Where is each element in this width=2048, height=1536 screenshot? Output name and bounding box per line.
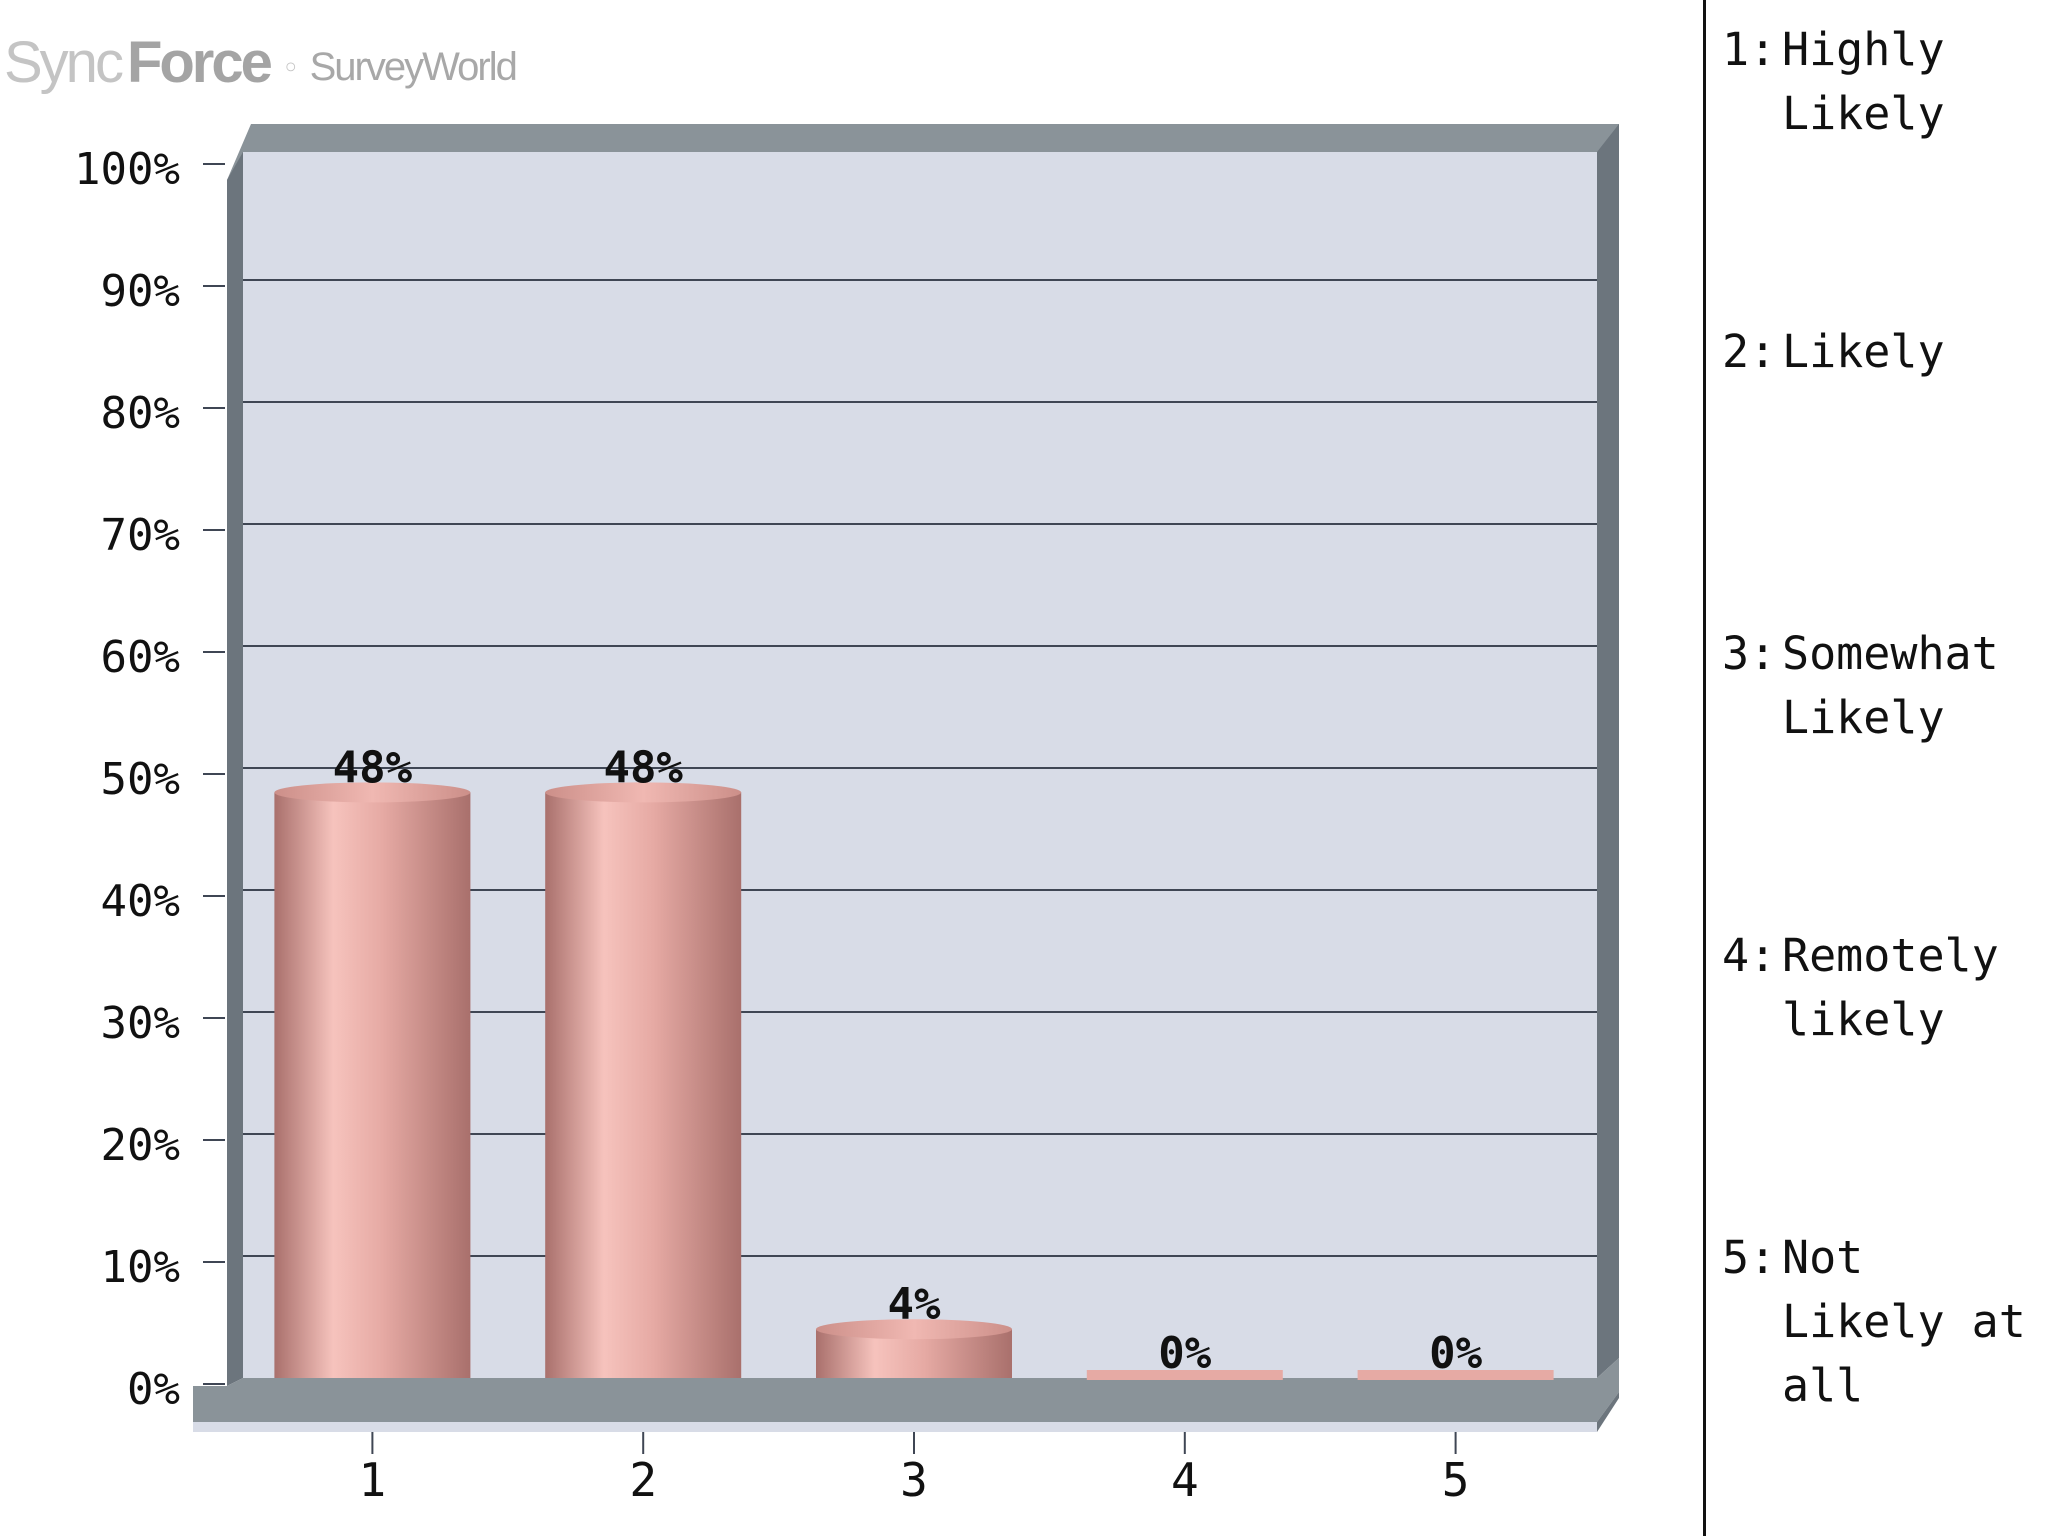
bar-top-cap — [274, 782, 471, 803]
y-tick-label: 10% — [101, 1242, 180, 1293]
bar-top-cap — [816, 1319, 1012, 1340]
floor-right-edge — [1597, 1392, 1619, 1432]
bar — [1086, 1370, 1283, 1380]
logo-separator-icon: ◦ — [281, 51, 300, 86]
bar-chart: 0%10%20%30%40%50%60%70%80%90%100%48%148%… — [74, 124, 1619, 1507]
logo-surveyworld-text: SurveyWorld — [309, 45, 518, 89]
legend-item: 4: Remotely likely — [1722, 924, 2042, 1052]
legend-item-number: 2: — [1722, 325, 1777, 378]
legend-item: 1: Highly Likely — [1722, 18, 2042, 146]
chart-floor — [193, 1358, 1619, 1422]
legend-item-number: 3: — [1722, 627, 1777, 680]
data-label: 0% — [1158, 1328, 1211, 1379]
bar — [274, 792, 471, 1378]
y-tick-label: 50% — [101, 754, 180, 805]
legend-item: 2: Likely — [1722, 320, 2042, 384]
logo-force-text: Force — [126, 30, 273, 95]
legend-item: 3: Somewhat Likely — [1722, 622, 2042, 750]
syncforce-surveyworld-logo: Sync Force ◦ SurveyWorld — [4, 16, 518, 96]
x-tick-label: 1 — [359, 1453, 387, 1507]
data-label: 0% — [1429, 1328, 1482, 1379]
legend-item-label: Remotely likely — [1782, 929, 1999, 1046]
y-tick-label: 90% — [101, 266, 180, 317]
y-tick-label: 100% — [74, 144, 180, 195]
floor-front-edge — [193, 1422, 1597, 1432]
legend-item-number: 1: — [1722, 23, 1777, 76]
data-label: 4% — [888, 1279, 941, 1330]
legend-item: 5: Not Likely at all — [1722, 1226, 2042, 1418]
legend-item-label: Somewhat Likely — [1782, 627, 1999, 744]
x-tick-label: 5 — [1442, 1453, 1470, 1507]
bar — [1357, 1370, 1554, 1380]
legend-item-number: 5: — [1722, 1231, 1777, 1284]
logo-sync-text: Sync — [4, 30, 124, 95]
y-tick-label: 0% — [127, 1364, 180, 1415]
legend-item-label: Highly Likely — [1782, 23, 1945, 140]
y-tick-label: 40% — [101, 876, 180, 927]
y-tick-label: 80% — [101, 388, 180, 439]
x-tick-label: 4 — [1171, 1453, 1199, 1507]
legend-item-label: Not Likely at all — [1782, 1231, 2026, 1412]
bar — [545, 792, 742, 1378]
frame-right-edge — [1597, 124, 1619, 1378]
legend-divider — [1703, 0, 1706, 1536]
y-tick-label: 20% — [101, 1120, 180, 1171]
bar-top-cap — [545, 782, 742, 803]
y-tick-label: 30% — [101, 998, 180, 1049]
data-label: 48% — [333, 742, 413, 793]
y-tick-label: 70% — [101, 510, 180, 561]
y-tick-label: 60% — [101, 632, 180, 683]
x-tick-label: 3 — [900, 1453, 928, 1507]
data-label: 48% — [603, 742, 683, 793]
x-tick-label: 2 — [629, 1453, 657, 1507]
legend-item-label: Likely — [1782, 325, 1945, 378]
legend-item-number: 4: — [1722, 929, 1777, 982]
frame-left-wall — [227, 152, 243, 1386]
